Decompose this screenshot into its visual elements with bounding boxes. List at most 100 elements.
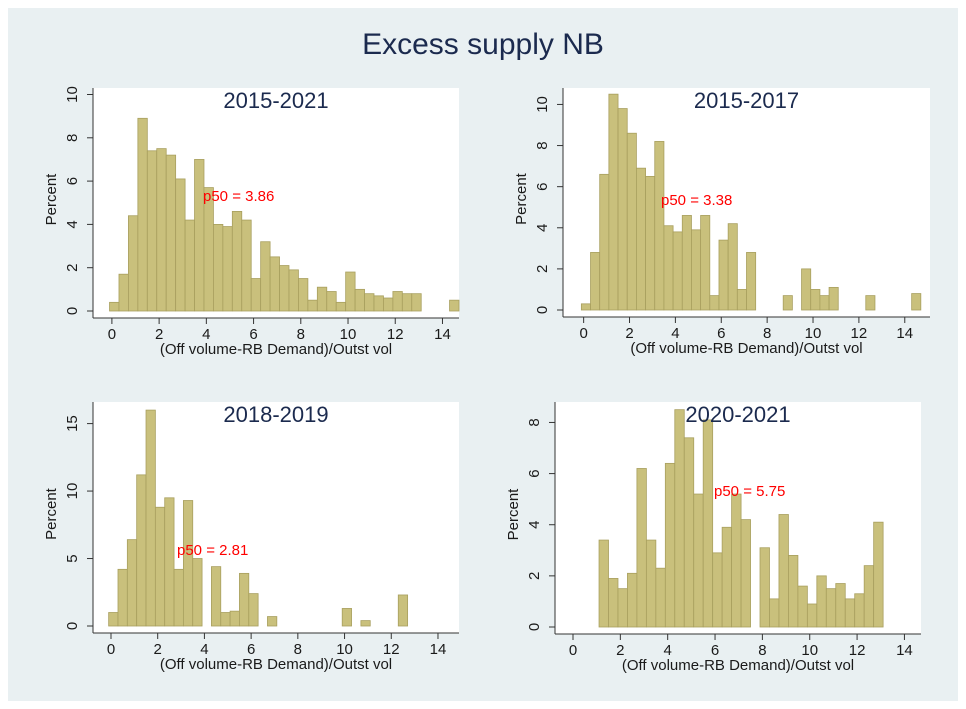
bar — [746, 252, 757, 311]
x-tick-label: 4 — [200, 641, 208, 658]
x-tick-label: 8 — [758, 642, 766, 659]
bar — [401, 293, 413, 312]
y-tick-label: 4 — [526, 521, 543, 529]
bar — [341, 608, 352, 627]
bar — [769, 598, 780, 628]
bar — [718, 239, 729, 311]
bar — [617, 588, 628, 628]
x-tick-label: 10 — [336, 641, 353, 658]
x-tick-label: 2 — [154, 641, 162, 658]
y-tick-label: 2 — [534, 265, 551, 273]
x-tick-label: 2 — [616, 642, 624, 659]
x-tick-label: 12 — [849, 642, 866, 659]
x-axis-label: (Off volume-RB Demand)/Outst vol — [622, 657, 854, 674]
bar — [721, 526, 733, 628]
x-tick-label: 8 — [297, 326, 305, 343]
bar — [810, 289, 821, 311]
bar — [118, 273, 129, 312]
y-tick-label: 0 — [526, 623, 543, 631]
bar — [383, 297, 394, 312]
median-annotation: p50 = 3.86 — [203, 188, 274, 205]
x-tick-label: 6 — [711, 642, 719, 659]
bar — [145, 409, 156, 627]
bar — [411, 293, 422, 312]
bar — [136, 474, 147, 627]
bar — [326, 291, 337, 312]
bar — [231, 211, 243, 312]
bar — [617, 108, 628, 311]
bar — [260, 241, 271, 312]
bar — [599, 173, 610, 311]
y-tick-label: 6 — [534, 182, 551, 190]
x-tick-label: 0 — [107, 641, 115, 658]
bar — [598, 539, 609, 628]
panel-title: 2015-2017 — [694, 88, 799, 113]
bar — [727, 223, 738, 311]
x-tick-label: 10 — [340, 326, 357, 343]
x-tick-label: 12 — [851, 325, 868, 342]
bar — [645, 539, 657, 628]
bar — [700, 215, 711, 311]
bar — [360, 620, 371, 627]
y-tick-label: 0 — [64, 307, 81, 315]
y-tick-label: 5 — [64, 554, 81, 562]
bar — [816, 575, 827, 628]
bar — [392, 291, 403, 312]
bar — [239, 572, 250, 627]
bar — [681, 215, 692, 311]
bar — [873, 521, 884, 628]
x-tick-label: 6 — [717, 325, 725, 342]
bar — [863, 565, 875, 628]
y-axis-label: Percent — [513, 172, 530, 225]
panel-title: 2018-2019 — [223, 402, 328, 427]
bar — [854, 593, 865, 628]
bar — [267, 616, 278, 627]
bar — [298, 278, 309, 312]
bar — [164, 497, 175, 627]
bar — [736, 289, 747, 311]
bar — [137, 117, 148, 312]
bar — [165, 154, 177, 312]
bar — [664, 462, 676, 628]
bar — [911, 293, 922, 311]
bar — [627, 572, 638, 628]
bar — [126, 539, 138, 627]
bar — [645, 175, 656, 311]
x-tick-label: 0 — [108, 326, 116, 343]
bar — [693, 493, 704, 628]
x-tick-label: 10 — [805, 325, 822, 342]
bar — [731, 493, 742, 628]
bar — [220, 612, 231, 627]
bar — [248, 593, 259, 627]
x-tick-label: 6 — [249, 326, 257, 343]
bar — [663, 225, 674, 311]
bar — [626, 132, 637, 311]
bar — [674, 409, 685, 628]
y-tick-label: 4 — [534, 224, 551, 232]
bar — [335, 301, 347, 312]
bar — [636, 468, 647, 628]
bar — [279, 265, 290, 312]
bar — [828, 286, 839, 311]
x-tick-label: 14 — [430, 641, 447, 658]
main-title: Excess supply NB — [362, 28, 604, 61]
y-tick-label: 0 — [534, 306, 551, 314]
bar — [778, 514, 789, 628]
bar — [702, 419, 714, 628]
bar — [241, 219, 252, 312]
median-annotation: p50 = 5.75 — [714, 483, 785, 500]
y-tick-label: 10 — [534, 96, 551, 113]
bar — [288, 269, 299, 312]
y-axis-label: Percent — [43, 487, 60, 540]
bar — [740, 519, 751, 628]
x-tick-label: 14 — [896, 642, 913, 659]
y-tick-label: 2 — [526, 572, 543, 580]
x-axis-label: (Off volume-RB Demand)/Outst vol — [160, 341, 392, 358]
x-axis-label: (Off volume-RB Demand)/Outst vol — [630, 340, 862, 357]
bar — [801, 268, 812, 311]
bar — [797, 585, 808, 628]
bar — [654, 141, 665, 311]
bar — [636, 167, 646, 311]
y-tick-label: 8 — [64, 134, 81, 142]
